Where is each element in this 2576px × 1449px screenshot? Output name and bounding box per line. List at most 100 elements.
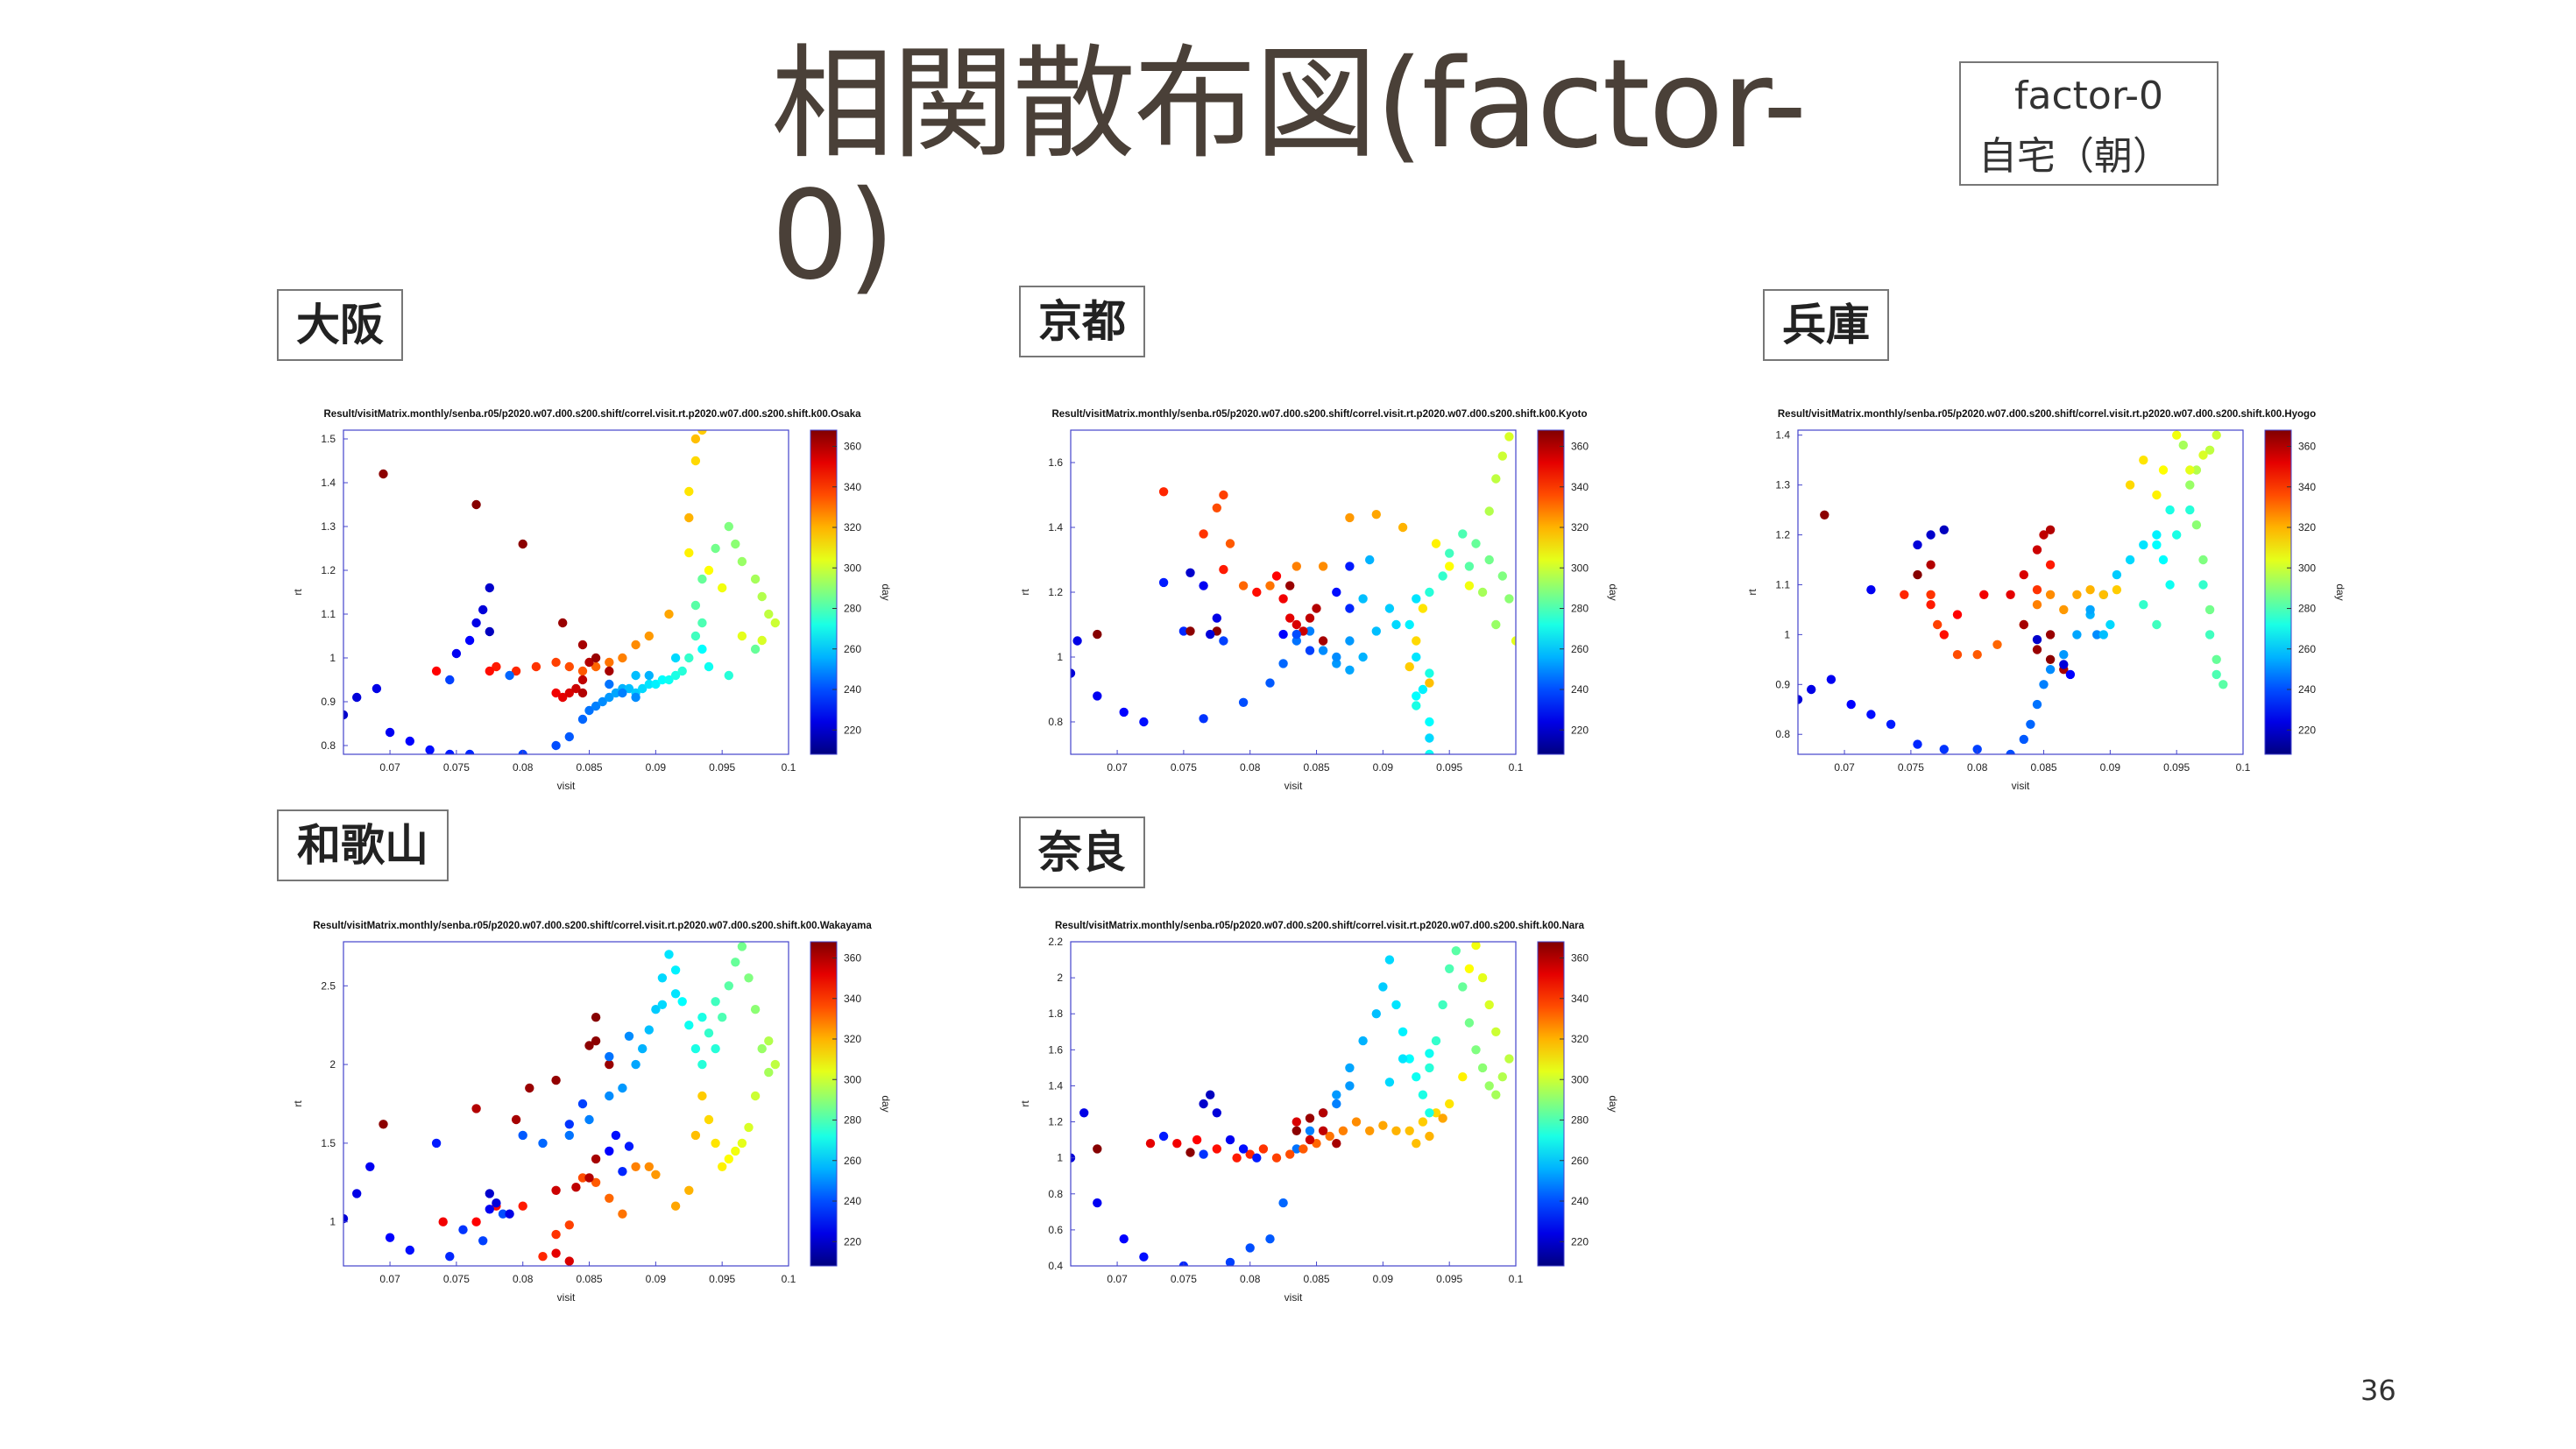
data-point xyxy=(1412,636,1421,646)
data-point xyxy=(2185,465,2195,475)
data-point xyxy=(757,1043,767,1054)
data-point xyxy=(624,1031,634,1041)
data-point xyxy=(2139,540,2148,550)
plot-area xyxy=(1071,430,1516,754)
data-point xyxy=(1305,1134,1315,1145)
data-point xyxy=(757,591,767,602)
data-point xyxy=(1972,745,1982,754)
data-point xyxy=(1866,585,1876,595)
data-point xyxy=(684,548,694,558)
data-point xyxy=(485,583,494,593)
data-point xyxy=(577,640,588,650)
data-point xyxy=(2032,585,2042,595)
data-point xyxy=(1491,619,1501,630)
data-point xyxy=(1265,678,1275,688)
y-tick-label: 1.8 xyxy=(1048,1007,1063,1020)
data-point xyxy=(1292,619,1301,630)
data-point xyxy=(551,1185,561,1195)
data-point xyxy=(1206,1090,1215,1099)
data-point xyxy=(2085,585,2095,595)
data-point xyxy=(1093,1144,1102,1154)
data-point xyxy=(1178,626,1189,636)
data-point xyxy=(1464,562,1475,571)
data-point xyxy=(731,1146,740,1156)
data-point xyxy=(624,1142,634,1151)
x-tick-label: 0.09 xyxy=(1373,1273,1394,1285)
data-point xyxy=(577,1099,588,1109)
data-point xyxy=(770,1059,780,1070)
colorbar-tick-label: 360 xyxy=(1571,952,1589,965)
data-point xyxy=(1913,569,1922,580)
points-group xyxy=(343,430,780,754)
x-tick-label: 0.07 xyxy=(1834,761,1855,774)
data-point xyxy=(1504,594,1514,604)
y-tick-label: 1.4 xyxy=(321,477,336,489)
data-point xyxy=(551,688,561,698)
data-point xyxy=(1371,510,1381,520)
data-point xyxy=(764,1036,774,1046)
data-point xyxy=(2172,430,2182,440)
data-point xyxy=(1497,571,1507,581)
data-point xyxy=(501,753,505,754)
data-point xyxy=(2165,505,2175,515)
x-tick-label: 0.075 xyxy=(443,761,470,774)
data-point xyxy=(1206,629,1215,640)
data-point xyxy=(1119,1234,1129,1244)
data-point xyxy=(605,1193,614,1203)
data-point xyxy=(538,1252,548,1262)
data-point xyxy=(670,653,681,663)
data-point xyxy=(670,670,681,681)
data-point xyxy=(551,657,561,668)
data-point xyxy=(1345,1081,1355,1091)
data-point xyxy=(631,692,640,703)
data-point xyxy=(405,736,414,746)
data-point xyxy=(1491,1027,1501,1036)
data-point xyxy=(1405,1054,1414,1064)
data-point xyxy=(492,661,501,672)
data-point xyxy=(1332,652,1341,662)
data-point xyxy=(1271,1153,1282,1163)
colorbar-tick-label: 300 xyxy=(1571,562,1589,574)
data-point xyxy=(518,1130,527,1141)
chart-title: Result/visitMatrix.monthly/senba.r05/p20… xyxy=(313,921,872,931)
colorbar-tick-label: 360 xyxy=(844,952,861,965)
data-point xyxy=(2032,600,2042,610)
colorbar-tick-label: 360 xyxy=(844,441,861,453)
data-point xyxy=(1332,587,1341,597)
data-point xyxy=(577,666,588,676)
data-point xyxy=(1332,1139,1341,1149)
chart-svg: Result/visitMatrix.monthly/senba.r05/p20… xyxy=(292,921,892,1304)
data-point xyxy=(1391,619,1401,630)
data-point xyxy=(598,696,607,707)
data-point xyxy=(2185,505,2195,515)
data-point xyxy=(1491,1090,1501,1099)
data-point xyxy=(485,1189,494,1198)
y-tick-label: 1.5 xyxy=(321,1137,336,1149)
colorbar-tick-label: 220 xyxy=(844,1235,861,1248)
data-point xyxy=(770,618,780,628)
data-point xyxy=(697,1091,707,1101)
data-point xyxy=(690,434,701,444)
data-point xyxy=(1820,510,1829,520)
data-point xyxy=(485,626,494,637)
colorbar-tick-label: 260 xyxy=(844,643,861,655)
data-point xyxy=(464,635,475,646)
y-tick-label: 0.9 xyxy=(1775,678,1790,690)
y-tick-label: 1.2 xyxy=(1048,586,1063,598)
data-point xyxy=(1119,707,1129,717)
colorbar-tick-label: 300 xyxy=(844,1073,861,1085)
data-point xyxy=(711,1138,720,1149)
data-point xyxy=(2045,665,2056,675)
data-point xyxy=(458,1225,468,1234)
data-point xyxy=(2212,669,2221,680)
y-tick-label: 1 xyxy=(1057,1152,1063,1164)
y-tick-label: 1 xyxy=(1784,628,1790,640)
x-axis-label: visit xyxy=(2012,780,2030,792)
data-point xyxy=(1345,665,1355,675)
data-point xyxy=(711,1043,720,1054)
data-point xyxy=(1477,587,1488,597)
data-point xyxy=(1292,1144,1301,1154)
data-point xyxy=(1398,522,1408,533)
data-point xyxy=(644,670,654,681)
data-point xyxy=(684,512,694,523)
